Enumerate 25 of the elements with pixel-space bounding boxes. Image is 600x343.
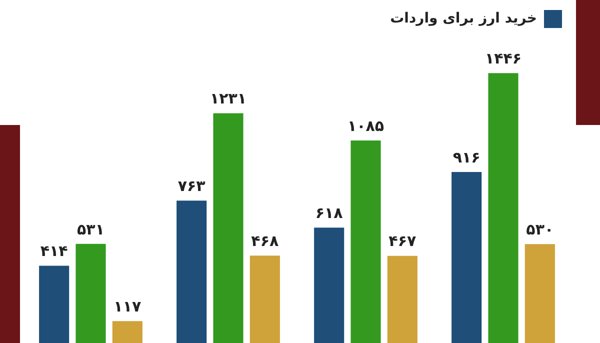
data-label: ۹۱۶ (452, 148, 480, 166)
bar (524, 244, 555, 343)
bar (314, 228, 344, 343)
data-label: ۴۱۴ (40, 242, 68, 260)
data-label: ۴۶۷ (388, 232, 416, 250)
data-label: ۱۰۸۵ (347, 116, 384, 135)
bar (112, 321, 142, 343)
bar (176, 200, 207, 343)
data-label: ۵۳۱ (77, 220, 104, 238)
bar (213, 113, 244, 343)
legend-label: خرید ارز برای واردات (390, 10, 537, 27)
bar (488, 73, 518, 343)
bar (387, 256, 418, 343)
data-label: ۱۲۳۱ (210, 90, 247, 108)
bar (39, 266, 70, 343)
bar (250, 256, 280, 343)
bar (350, 140, 381, 343)
data-label: ۴۶۸ (251, 232, 279, 250)
data-label: ۱۴۴۶ (484, 49, 522, 68)
bar (76, 244, 106, 343)
data-label: ۱۱۷ (114, 298, 142, 316)
data-label: ۷۶۳ (178, 176, 206, 195)
data-label: ۵۳۰ (526, 220, 554, 238)
data-label: ۶۱۸ (315, 204, 343, 222)
bar (452, 172, 482, 343)
